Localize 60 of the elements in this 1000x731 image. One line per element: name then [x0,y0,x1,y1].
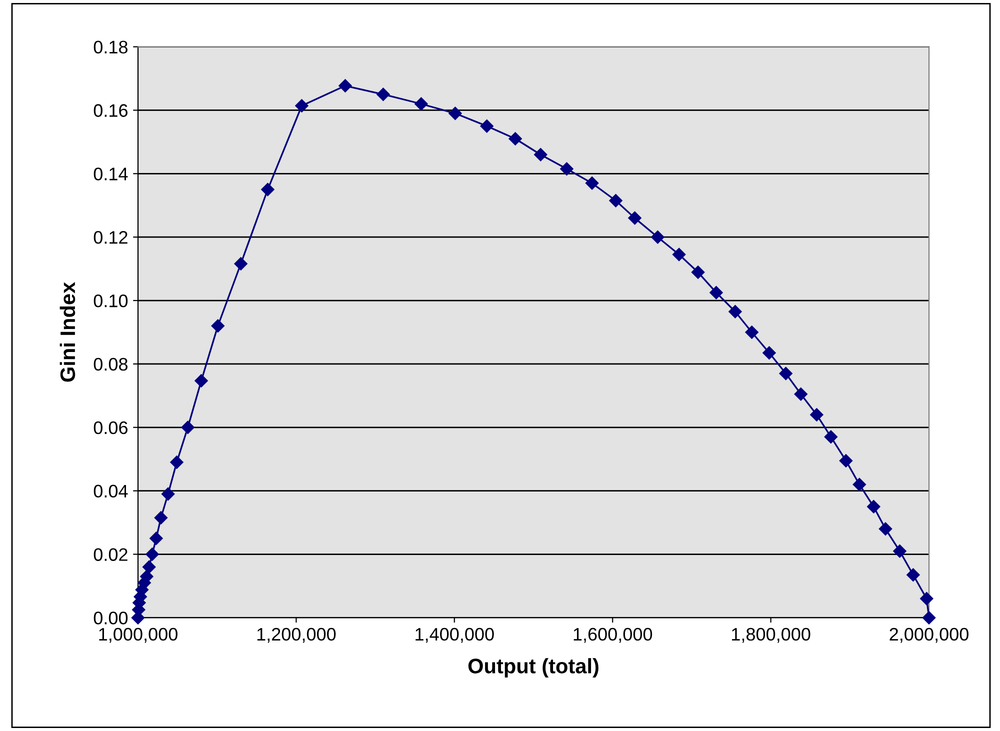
point [376,88,390,101]
point [161,487,175,501]
y-tick-label: 0.16 [94,104,128,117]
point [154,511,168,524]
point [762,346,776,360]
point [261,182,274,196]
point [779,366,792,380]
y-tick-label: 0.02 [94,548,128,561]
x-tick-label: 1,000,000 [99,628,178,643]
point [878,522,892,536]
point [480,119,494,133]
point [810,408,824,422]
point [211,319,224,332]
point [794,388,808,401]
point [295,99,308,112]
x-tick-label: 2,000,000 [890,628,968,643]
point [710,286,723,300]
point [906,568,920,582]
y-tick-label: 0.00 [94,612,128,624]
point [414,97,428,110]
x-axis-title: Output (total) [468,658,598,678]
x-tick-label: 1,800,000 [732,628,810,643]
point [508,132,522,146]
point [824,430,838,444]
point [150,532,163,545]
y-tick-label: 0.06 [94,421,128,434]
point [839,454,853,468]
point [585,176,599,190]
y-tick-label: 0.10 [94,294,128,308]
y-tick-label: 0.12 [94,231,128,244]
point [194,374,208,388]
point [852,478,866,492]
point [170,456,184,469]
point [672,248,686,262]
point [181,420,194,434]
point [651,230,664,244]
point [560,162,574,176]
y-axis-title: Gini Index [60,282,76,382]
point [338,79,352,92]
y-tick-label: 0.04 [94,484,128,498]
point [867,500,880,514]
x-tick-label: 1,400,000 [416,628,494,643]
y-tick-label: 0.18 [94,40,128,54]
point [893,544,906,558]
point [691,266,705,279]
x-tick-label: 1,200,000 [257,628,336,643]
point [534,148,548,162]
point [448,106,462,120]
y-tick-label: 0.08 [94,358,128,371]
point [142,560,156,574]
point [728,305,742,318]
point [628,211,642,225]
point [609,194,622,208]
point [920,592,934,606]
x-tick-label: 1,600,000 [574,628,652,643]
point [234,257,248,270]
point [922,611,936,624]
y-tick-label: 0.14 [94,168,128,180]
point [146,548,159,561]
point [745,326,758,339]
